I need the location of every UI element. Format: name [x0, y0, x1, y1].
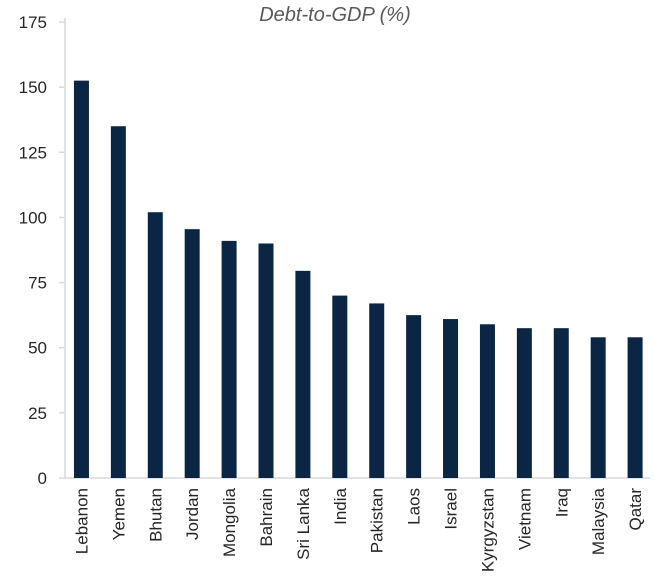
bar-bahrain	[258, 243, 274, 478]
bar-kyrgyzstan	[479, 324, 495, 478]
bar-iraq	[553, 328, 569, 478]
x-tick-label: Mongolia	[220, 487, 239, 557]
x-tick-label: Yemen	[109, 488, 128, 540]
bar-pakistan	[369, 303, 385, 478]
bar-malaysia	[590, 337, 606, 478]
bar-mongolia	[221, 240, 237, 478]
y-tick-label: 175	[19, 13, 47, 32]
x-tick-label: Pakistan	[368, 488, 387, 553]
x-tick-label: Bahrain	[257, 488, 276, 547]
bar-yemen	[110, 126, 126, 478]
y-tick-label: 100	[19, 208, 47, 227]
bar-lebanon	[73, 80, 89, 478]
y-tick-label: 75	[28, 274, 47, 293]
y-tick-label: 50	[28, 339, 47, 358]
x-tick-label: Jordan	[183, 488, 202, 540]
x-tick-label: Sri Lanka	[294, 487, 313, 559]
x-tick-label: Qatar	[626, 488, 645, 531]
x-tick-label: Iraq	[552, 488, 571, 517]
bar-israel	[443, 319, 459, 478]
x-tick-label: Lebanon	[72, 488, 91, 554]
bar-qatar	[627, 337, 643, 478]
x-tick-label: Kyrgyzstan	[478, 488, 497, 572]
bar-vietnam	[516, 328, 532, 478]
y-tick-label: 0	[38, 469, 47, 488]
bar-laos	[406, 315, 422, 478]
y-tick-label: 150	[19, 78, 47, 97]
x-tick-label: Laos	[405, 488, 424, 525]
x-axis-tick-labels: Lebanon Yemen Bhutan Jordan Mongolia Bahrain S…	[72, 487, 645, 572]
bar-sri-lanka	[295, 270, 311, 478]
x-tick-label: Vietnam	[515, 488, 534, 550]
chart-title: Debt-to-GDP (%)	[259, 4, 411, 26]
bars	[73, 80, 643, 478]
bar-india	[332, 295, 348, 478]
x-tick-label: Israel	[442, 488, 461, 530]
y-tick-label: 125	[19, 143, 47, 162]
y-tick-label: 25	[28, 404, 47, 423]
y-axis-tick-labels: 0 25 50 75 100 125 150 175	[19, 13, 65, 488]
x-tick-label: India	[331, 487, 350, 524]
bar-jordan	[184, 229, 200, 478]
bar-bhutan	[147, 212, 163, 478]
x-tick-label: Bhutan	[146, 488, 165, 542]
x-tick-label: Malaysia	[589, 487, 608, 555]
